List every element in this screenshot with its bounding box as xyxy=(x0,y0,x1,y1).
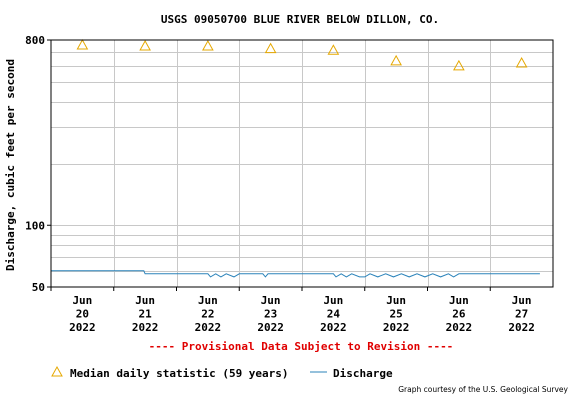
x-tick-label: 22 xyxy=(201,308,214,321)
median-marker xyxy=(515,56,528,68)
grid xyxy=(51,40,553,287)
legend-median-label: Median daily statistic (59 years) xyxy=(70,367,289,380)
y-tick-label: 800 xyxy=(25,34,45,47)
x-tick-label: Jun xyxy=(135,294,155,307)
y-tick-label: 50 xyxy=(32,281,45,294)
legend-median-marker xyxy=(51,365,63,377)
x-tick-label: 2022 xyxy=(508,321,535,334)
x-tick-label: Jun xyxy=(386,294,406,307)
median-marker xyxy=(264,42,277,54)
x-tick-label: 2022 xyxy=(132,321,159,334)
y-axis-label: Discharge, cubic feet per second xyxy=(4,59,17,271)
x-tick-label: 25 xyxy=(390,308,403,321)
usgs-credit: Graph courtesy of the U.S. Geological Su… xyxy=(398,385,568,394)
x-tick-label: Jun xyxy=(449,294,469,307)
median-marker xyxy=(453,59,465,71)
y-tick-label: 100 xyxy=(25,219,45,232)
median-marker xyxy=(202,39,214,51)
x-tick-label: 2022 xyxy=(69,321,96,334)
x-tick-label: 26 xyxy=(452,308,466,321)
legend-discharge-label: Discharge xyxy=(333,367,393,380)
x-tick-label: 2022 xyxy=(320,321,347,334)
median-marker xyxy=(76,39,89,50)
x-tick-label: 2022 xyxy=(383,321,410,334)
series-layer xyxy=(51,39,540,278)
x-tick-label: Jun xyxy=(261,294,281,307)
x-tick-label: 24 xyxy=(327,308,341,321)
x-tick-label: 2022 xyxy=(257,321,284,334)
x-tick-label: Jun xyxy=(323,294,343,307)
x-tick-label: Jun xyxy=(512,294,532,307)
chart-title: USGS 09050700 BLUE RIVER BELOW DILLON, C… xyxy=(161,13,439,26)
x-tick-label: 21 xyxy=(139,308,153,321)
x-tick-label: Jun xyxy=(72,294,92,307)
axes: 80010050Jun202022Jun212022Jun222022Jun23… xyxy=(25,34,535,334)
discharge-line xyxy=(51,270,540,278)
legend: Median daily statistic (59 years) Dischar… xyxy=(51,365,393,380)
median-marker xyxy=(139,39,151,51)
x-tick-label: 2022 xyxy=(195,321,222,334)
x-tick-label: Jun xyxy=(198,294,218,307)
provisional-data-note: ---- Provisional Data Subject to Revisio… xyxy=(149,340,454,353)
x-tick-label: 27 xyxy=(515,308,528,321)
x-tick-label: 2022 xyxy=(446,321,473,334)
median-marker xyxy=(390,54,402,66)
median-marker xyxy=(327,44,340,55)
x-tick-label: 20 xyxy=(76,308,89,321)
x-tick-label: 23 xyxy=(264,308,277,321)
